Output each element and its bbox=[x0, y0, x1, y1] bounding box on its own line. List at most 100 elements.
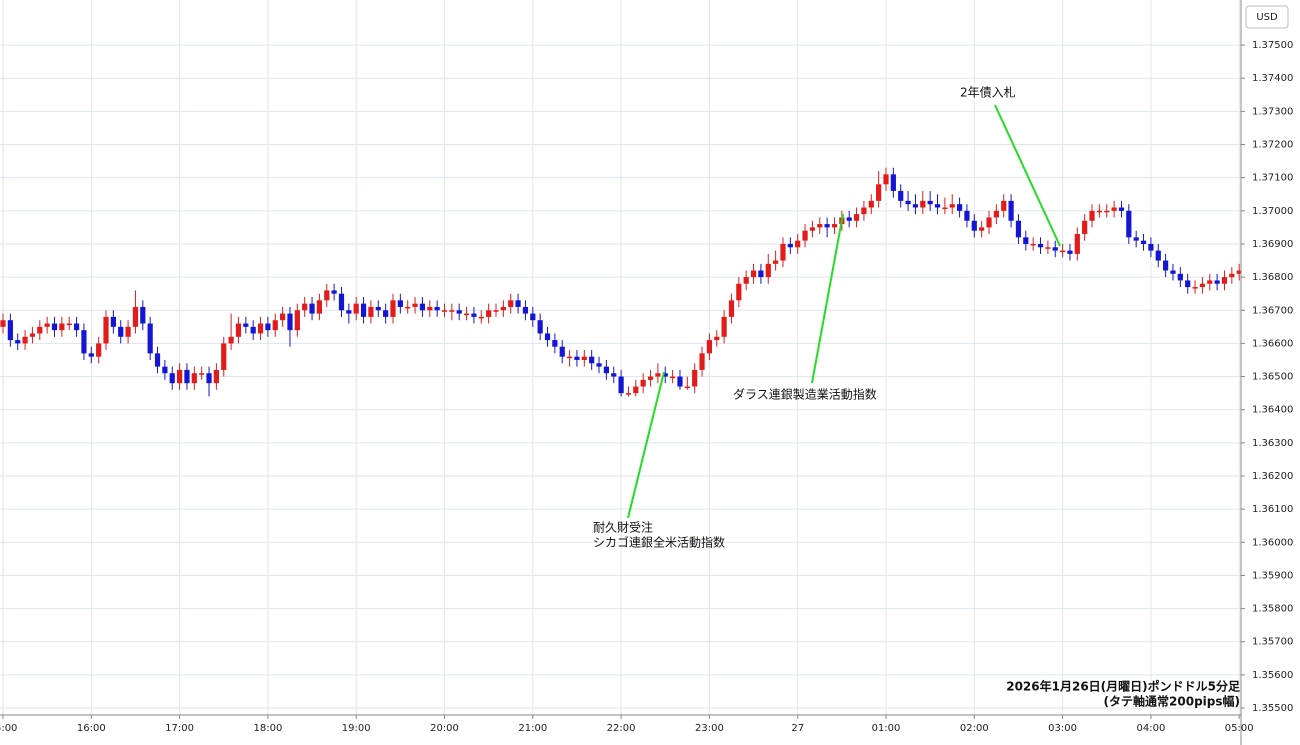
y-tick-label: 1.37300 bbox=[1252, 106, 1293, 117]
candle-body bbox=[250, 326, 256, 334]
note: (タテ軸通常200pips幅) bbox=[1104, 694, 1240, 709]
candle-body bbox=[1214, 280, 1220, 284]
annotation: ダラス連銀製造業活動指数 bbox=[733, 387, 877, 402]
unit-label: USD bbox=[1256, 12, 1278, 23]
candle-body bbox=[537, 320, 543, 334]
candle-body bbox=[346, 310, 352, 314]
candle-body bbox=[59, 323, 65, 331]
candle-body bbox=[22, 336, 28, 344]
y-tick-label: 1.36300 bbox=[1252, 438, 1293, 449]
candle-body bbox=[1001, 200, 1007, 211]
unit-box bbox=[1245, 5, 1289, 29]
candle-body bbox=[618, 376, 624, 394]
candle-body bbox=[500, 306, 506, 311]
candle-body bbox=[66, 323, 72, 326]
candle-body bbox=[390, 300, 396, 317]
candle-body bbox=[750, 270, 757, 278]
candle-body bbox=[412, 303, 418, 307]
y-tick-label: 1.37000 bbox=[1252, 206, 1293, 217]
candle-body bbox=[795, 240, 801, 248]
candle-body bbox=[831, 224, 838, 228]
candle-body bbox=[574, 356, 580, 360]
y-tick-label: 1.35600 bbox=[1252, 670, 1293, 681]
y-tick-label: 1.37500 bbox=[1252, 40, 1293, 51]
candle-body bbox=[368, 306, 374, 317]
candle-body bbox=[125, 326, 131, 337]
candle-body bbox=[154, 353, 161, 367]
candle-body bbox=[589, 356, 595, 364]
annotation: 耐久財受注 bbox=[593, 520, 653, 535]
candle-body bbox=[169, 373, 175, 384]
candle-body bbox=[861, 207, 867, 215]
candle-body bbox=[199, 373, 205, 375]
candle-body bbox=[1192, 287, 1198, 289]
candle-body bbox=[611, 373, 617, 377]
annotation-leader bbox=[994, 104, 1061, 247]
candle-body bbox=[655, 373, 661, 377]
candle-body bbox=[132, 306, 139, 327]
candle-body bbox=[1030, 243, 1036, 246]
annotation: シカゴ連銀全米活動指数 bbox=[593, 535, 725, 550]
y-tick-label: 1.36500 bbox=[1252, 372, 1293, 383]
y-tick-label: 1.37200 bbox=[1252, 140, 1293, 151]
candle-body bbox=[29, 333, 36, 337]
y-tick-label: 1.36100 bbox=[1252, 504, 1293, 515]
candle-body bbox=[397, 300, 403, 307]
candle-body bbox=[206, 373, 212, 384]
y-tick-label: 1.36800 bbox=[1252, 272, 1293, 283]
candle-body bbox=[728, 300, 735, 317]
x-tick-label: 04:00 bbox=[1136, 723, 1165, 734]
candle-body bbox=[478, 316, 484, 319]
candle-body bbox=[853, 214, 860, 221]
candle-body bbox=[670, 376, 676, 379]
candle-body bbox=[1140, 240, 1147, 244]
candle-body bbox=[773, 260, 779, 264]
candle-body bbox=[596, 363, 602, 367]
candle-body bbox=[51, 323, 58, 331]
y-tick-label: 1.36200 bbox=[1252, 471, 1293, 482]
candle-body bbox=[15, 340, 21, 344]
y-tick-label: 1.35900 bbox=[1252, 570, 1293, 581]
candle-body bbox=[1236, 270, 1241, 274]
candle-body bbox=[44, 323, 50, 327]
candle-body bbox=[633, 386, 639, 394]
candle-body bbox=[162, 366, 168, 374]
candle-body bbox=[802, 230, 808, 241]
candle-body bbox=[898, 190, 904, 201]
candle-body bbox=[471, 313, 477, 317]
candle-body bbox=[1111, 207, 1117, 211]
candle-body bbox=[544, 333, 551, 341]
y-tick-label: 1.37400 bbox=[1252, 73, 1293, 84]
candle-body bbox=[1133, 237, 1139, 241]
candle-body bbox=[140, 306, 146, 324]
candle-body bbox=[1148, 243, 1154, 251]
candle-body bbox=[1060, 250, 1066, 253]
candle-body bbox=[714, 336, 720, 341]
candle-body bbox=[353, 303, 359, 314]
candle-body bbox=[522, 306, 529, 314]
annotation-leader bbox=[811, 213, 844, 384]
candle-body bbox=[817, 224, 823, 228]
candle-body bbox=[934, 204, 941, 208]
candle-body bbox=[88, 353, 94, 357]
x-tick-label: 19:00 bbox=[342, 723, 371, 734]
candle-body bbox=[1199, 283, 1206, 288]
candle-body bbox=[1008, 200, 1014, 221]
candle-body bbox=[508, 300, 514, 307]
candle-body bbox=[559, 346, 565, 357]
candle-body bbox=[96, 343, 102, 357]
candle-body bbox=[280, 313, 286, 321]
candle-body bbox=[375, 306, 381, 311]
candle-body bbox=[309, 303, 315, 314]
annotation-leader bbox=[627, 371, 665, 519]
candle-body bbox=[743, 277, 749, 284]
y-tick-label: 1.36700 bbox=[1252, 305, 1293, 316]
x-tick-label: 03:00 bbox=[1048, 723, 1077, 734]
candle-body bbox=[1104, 210, 1110, 213]
x-tick-label: 27 bbox=[791, 723, 804, 734]
candle-body bbox=[243, 323, 249, 327]
y-tick-label: 1.35700 bbox=[1252, 637, 1293, 648]
x-tick-label: 18:00 bbox=[253, 723, 282, 734]
x-tick-label: 15:00 bbox=[0, 723, 17, 734]
